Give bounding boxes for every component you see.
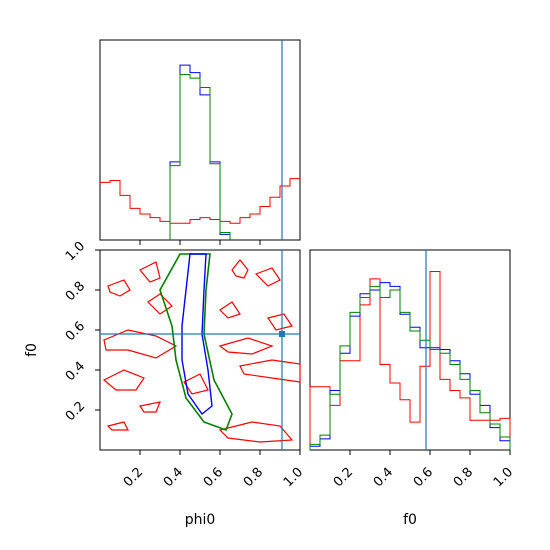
hist-phi0-series-red: [100, 178, 300, 224]
hist-f0-xtick-label: 1.0: [491, 465, 516, 490]
contour-red-blob: [218, 337, 274, 355]
contour-red-blob: [239, 359, 301, 383]
contour-xtick-label: 0.2: [121, 465, 146, 490]
contour-red-blob: [139, 401, 161, 413]
hist-f0-frame: [309, 249, 511, 451]
contour-panel: 0.2 0.4 0.6 0.8 1.0 0.2 0.4 0.6 0.8 1.0 phi0 f0: [24, 239, 306, 528]
hist-phi0-ticks: [139, 240, 261, 245]
contour-ylabel: f0: [24, 343, 40, 357]
contour-ytick-label: 0.4: [63, 359, 88, 384]
hist-f0-xtick-label: 0.6: [411, 465, 436, 490]
contour-xtick-label: 0.6: [201, 465, 226, 490]
contour-xtick-label: 1.0: [281, 465, 306, 490]
hist-phi0-frame: [99, 39, 301, 241]
hist-f0-ticks: 0.2 0.4 0.6 0.8 1.0: [331, 450, 516, 490]
contour-ytick-label: 1.0: [63, 239, 88, 264]
contour-red-blob: [103, 329, 178, 359]
contour-red-blob: [231, 259, 249, 279]
contour-ticks: 0.2 0.4 0.6 0.8 1.0 0.2 0.4 0.6 0.8 1.0: [63, 239, 306, 490]
hist-phi0-series-green: [169, 73, 231, 240]
contour-green-outline: [159, 253, 233, 432]
hist-phi0-panel: [99, 39, 301, 245]
contour-red-blob: [139, 261, 161, 283]
contour-red-blob: [183, 373, 209, 395]
contour-red-blob: [218, 421, 294, 443]
hist-phi0-series-blue: [169, 64, 231, 240]
hist-phi0-marks: [100, 40, 300, 240]
contour-red-blob: [219, 301, 241, 319]
hist-f0-xtick-label: 0.8: [451, 465, 476, 490]
contour-ytick-label: 0.8: [63, 279, 88, 304]
hist-f0-marks: [309, 250, 511, 450]
contour-frame: [99, 249, 301, 451]
contour-red-blob: [102, 369, 145, 391]
contour-red-blob: [147, 293, 173, 315]
hist-f0-xtick-label: 0.4: [371, 465, 396, 490]
hist-f0-panel: 0.2 0.4 0.6 0.8 1.0 f0: [309, 249, 516, 528]
contour-ytick-label: 0.6: [63, 319, 88, 344]
contour-marks: [100, 250, 301, 450]
hist-f0-series-green: [309, 285, 511, 450]
contour-blue-outline: [181, 253, 213, 416]
contour-red-blob: [254, 267, 281, 287]
hist-f0-series-red: [309, 270, 511, 450]
contour-xlabel: phi0: [185, 512, 216, 528]
contour-red-blob: [106, 421, 129, 431]
hist-f0-xlabel: f0: [403, 512, 417, 528]
contour-xtick-label: 0.8: [241, 465, 266, 490]
contour-red-blob: [107, 279, 131, 297]
contour-xtick-label: 0.4: [161, 465, 186, 490]
contour-truth-marker: [279, 331, 285, 337]
contour-red-blob: [267, 313, 293, 331]
hist-f0-xtick-label: 0.2: [331, 465, 356, 490]
contour-ytick-label: 0.2: [63, 399, 88, 424]
